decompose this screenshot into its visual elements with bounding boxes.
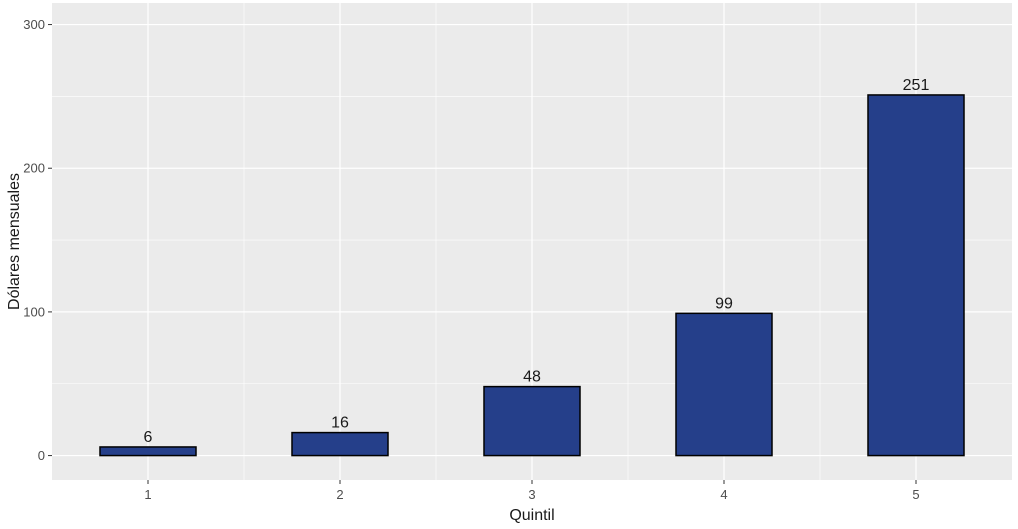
y-axis-title: Dólares mensuales: [6, 173, 23, 310]
y-tick-label: 200: [23, 161, 45, 176]
x-axis: 1 2 3 4 5: [144, 480, 920, 502]
x-tick-label: 3: [528, 487, 535, 502]
x-tick-label: 1: [144, 487, 151, 502]
data-label-2: 16: [331, 415, 349, 432]
x-tick-label: 5: [912, 487, 919, 502]
y-tick-label: 0: [38, 448, 45, 463]
y-tick-label: 100: [23, 304, 45, 319]
x-tick-label: 2: [336, 487, 343, 502]
x-tick-label: 4: [720, 487, 727, 502]
bar-quintil-3: [483, 385, 581, 457]
data-labels: 6 16 48 99 251: [144, 77, 930, 446]
y-axis: 0 100 200 300: [23, 17, 52, 463]
x-axis-title: Quintil: [509, 507, 554, 524]
data-label-1: 6: [144, 429, 153, 446]
bar-quintil-4: [675, 312, 773, 457]
data-label-5: 251: [903, 77, 930, 94]
y-tick-label: 300: [23, 17, 45, 32]
bar-quintil-2: [291, 431, 389, 457]
bar-quintil-5: [867, 94, 965, 457]
grid-lines: [52, 3, 1012, 480]
data-label-3: 48: [523, 369, 541, 386]
bar-quintil-1: [99, 446, 197, 457]
data-label-4: 99: [715, 295, 733, 312]
bars: [99, 94, 965, 457]
